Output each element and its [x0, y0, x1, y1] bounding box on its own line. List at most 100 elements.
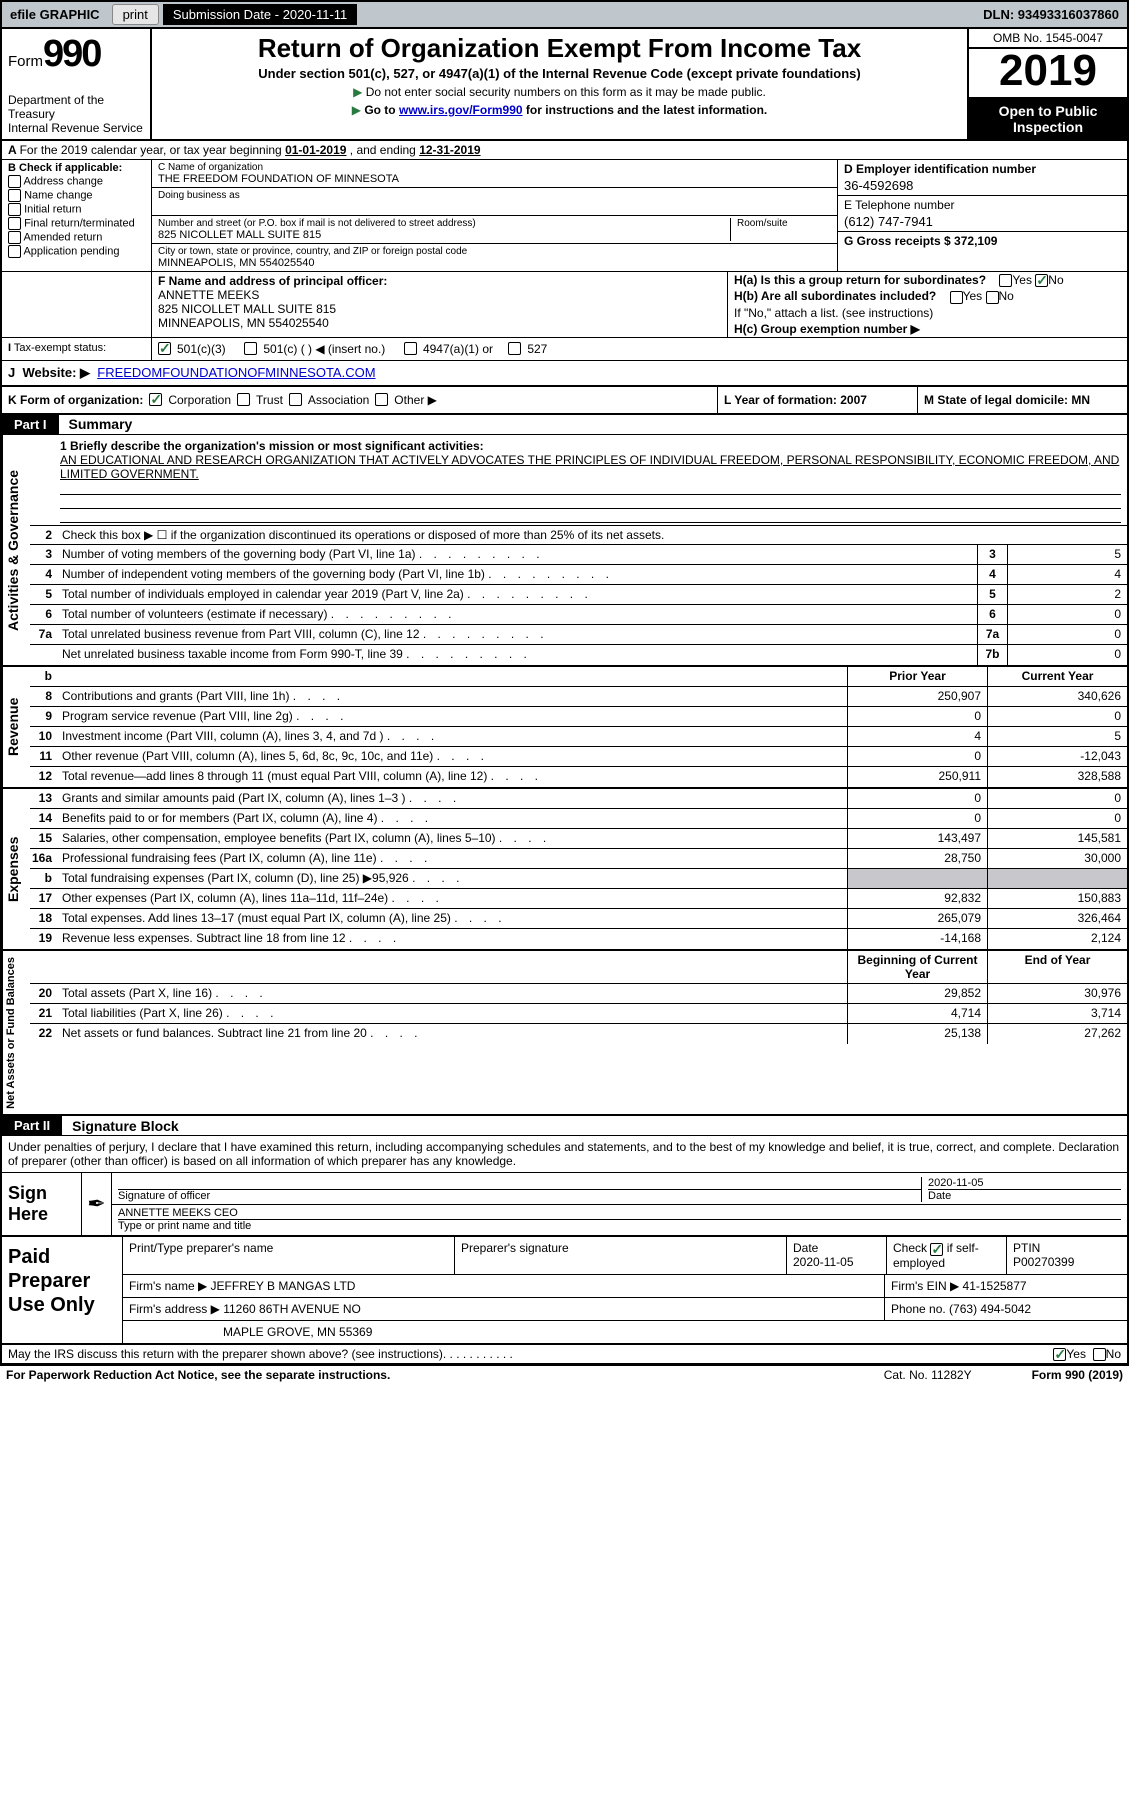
prep-name-label: Print/Type preparer's name — [123, 1237, 455, 1273]
line-val: 0 — [1007, 605, 1127, 624]
instructions-link[interactable]: www.irs.gov/Form990 — [399, 103, 523, 117]
line-box: 6 — [977, 605, 1007, 624]
form-990-num: 990 — [1065, 1368, 1085, 1382]
table-row: bTotal fundraising expenses (Part IX, co… — [30, 869, 1127, 889]
curr-val: 0 — [987, 809, 1127, 828]
row-a-mid: , and ending — [346, 143, 419, 157]
prior-val: 25,138 — [847, 1024, 987, 1044]
curr-val — [987, 869, 1127, 888]
section-fh: F Name and address of principal officer:… — [2, 272, 1127, 338]
checkbox[interactable] — [8, 203, 21, 216]
prior-val: 250,907 — [847, 687, 987, 706]
checkbox-checked[interactable] — [1035, 274, 1048, 287]
line-desc: Investment income (Part VIII, column (A)… — [58, 727, 847, 746]
line-num: 7a — [30, 625, 58, 644]
prior-val: 0 — [847, 789, 987, 808]
col-b: B Check if applicable: Address change Na… — [2, 160, 152, 271]
submission-date: Submission Date - 2020-11-11 — [163, 4, 357, 25]
line-desc: Revenue less expenses. Subtract line 18 … — [58, 929, 847, 949]
prep-firm-addr: Firm's address ▶ 11260 86TH AVENUE NO — [123, 1298, 885, 1320]
activities-side-label: Activities & Governance — [2, 435, 30, 665]
part-2-header: Part II Signature Block — [2, 1116, 1127, 1136]
checkbox-self-emp[interactable] — [930, 1243, 943, 1256]
line-desc: Other expenses (Part IX, column (A), lin… — [58, 889, 847, 908]
tax-year: 2019 — [969, 49, 1127, 99]
line-desc: Total revenue—add lines 8 through 11 (mu… — [58, 767, 847, 787]
sig-name: ANNETTE MEEKS CEO — [118, 1207, 1121, 1219]
chk-initial: Initial return — [24, 203, 81, 215]
sign-here-label: Sign Here — [2, 1173, 82, 1235]
mission-text: AN EDUCATIONAL AND RESEARCH ORGANIZATION… — [60, 453, 1119, 481]
checkbox-no[interactable] — [1093, 1348, 1106, 1361]
line-desc: Grants and similar amounts paid (Part IX… — [58, 789, 847, 808]
curr-val: 3,714 — [987, 1004, 1127, 1023]
table-row: 19Revenue less expenses. Subtract line 1… — [30, 929, 1127, 949]
checkbox[interactable] — [244, 342, 257, 355]
prior-val: 4 — [847, 727, 987, 746]
table-row: Net unrelated business taxable income fr… — [30, 645, 1127, 665]
checkbox[interactable] — [237, 393, 250, 406]
checkbox[interactable] — [8, 245, 21, 258]
curr-val: 5 — [987, 727, 1127, 746]
checkbox[interactable] — [508, 342, 521, 355]
line-box: 7b — [977, 645, 1007, 665]
checkbox[interactable] — [375, 393, 388, 406]
checkbox[interactable] — [8, 217, 21, 230]
officer-name: ANNETTE MEEKS — [158, 288, 259, 302]
prior-val: 4,714 — [847, 1004, 987, 1023]
h-c: H(c) Group exemption number ▶ — [734, 322, 920, 336]
col-f: F Name and address of principal officer:… — [152, 272, 727, 337]
curr-val: 0 — [987, 707, 1127, 726]
opt-assoc: Association — [308, 393, 369, 407]
form-org-label: K Form of organization: — [8, 393, 143, 407]
checkbox[interactable] — [289, 393, 302, 406]
topbar: efile GRAPHIC print Submission Date - 20… — [2, 2, 1127, 29]
begin-year-hdr: Beginning of Current Year — [847, 951, 987, 983]
curr-val: 2,124 — [987, 929, 1127, 949]
table-row: 14Benefits paid to or for members (Part … — [30, 809, 1127, 829]
curr-val: 145,581 — [987, 829, 1127, 848]
checkbox[interactable] — [986, 291, 999, 304]
print-button[interactable]: print — [112, 4, 159, 25]
name-label: C Name of organization — [158, 162, 831, 173]
sig-name-label: Type or print name and title — [118, 1219, 1121, 1232]
checkbox[interactable] — [8, 175, 21, 188]
year-formation: L Year of formation: 2007 — [724, 393, 867, 407]
form-990-label: Form — [1032, 1368, 1065, 1382]
opt-corp: Corporation — [168, 393, 231, 407]
checkbox-corp[interactable] — [149, 393, 162, 406]
checkbox[interactable] — [8, 231, 21, 244]
checkbox[interactable] — [8, 189, 21, 202]
row-j: J Website: ▶ FREEDOMFOUNDATIONOFMINNESOT… — [2, 361, 1127, 387]
header-mid: Return of Organization Exempt From Incom… — [152, 29, 967, 139]
ein-value: 36-4592698 — [844, 178, 1121, 193]
line-desc: Total fundraising expenses (Part IX, col… — [58, 869, 847, 888]
checkbox-501c3[interactable] — [158, 342, 171, 355]
line-num: 22 — [30, 1024, 58, 1044]
prep-date: Date 2020-11-05 — [787, 1237, 887, 1273]
sig-date: 2020-11-05 — [928, 1177, 1121, 1189]
curr-val: 340,626 — [987, 687, 1127, 706]
row-a-begin: 01-01-2019 — [285, 143, 346, 157]
phone-label: E Telephone number — [844, 198, 1121, 212]
line-num: 20 — [30, 984, 58, 1003]
line-desc: Total liabilities (Part X, line 26) . . … — [58, 1004, 847, 1023]
end-year-hdr: End of Year — [987, 951, 1127, 983]
officer-label: F Name and address of principal officer: — [158, 274, 387, 288]
prior-val: 0 — [847, 809, 987, 828]
checkbox[interactable] — [950, 291, 963, 304]
checkbox[interactable] — [999, 274, 1012, 287]
checkbox-yes[interactable] — [1053, 1348, 1066, 1361]
line-num: 18 — [30, 909, 58, 928]
line-desc: Contributions and grants (Part VIII, lin… — [58, 687, 847, 706]
line-num: 6 — [30, 605, 58, 624]
prior-val: -14,168 — [847, 929, 987, 949]
opt-4947: 4947(a)(1) or — [423, 342, 493, 356]
website-link[interactable]: FREEDOMFOUNDATIONOFMINNESOTA.COM — [97, 365, 375, 380]
activities-section: Activities & Governance 1 Briefly descri… — [2, 435, 1127, 667]
sign-here-block: Sign Here ✒ Signature of officer 2020-11… — [2, 1173, 1127, 1237]
checkbox[interactable] — [404, 342, 417, 355]
line-box: 5 — [977, 585, 1007, 604]
line-num: b — [30, 869, 58, 888]
open-public-label: Open to Public Inspection — [969, 99, 1127, 139]
